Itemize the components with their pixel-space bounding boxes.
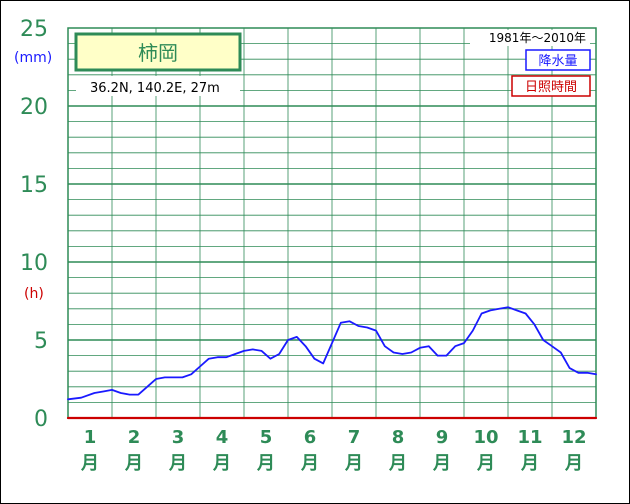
x-tick-number: 3	[172, 427, 185, 448]
station-name: 柿岡	[138, 41, 178, 65]
x-tick-number: 11	[517, 427, 542, 448]
legend-sunshine-box	[511, 75, 591, 97]
x-tick-unit: 月	[168, 453, 187, 474]
series-group	[66, 306, 598, 420]
x-tick-number: 8	[392, 427, 405, 448]
y-axis-ticks: 0 5 10 15 20 25	[20, 17, 48, 432]
x-tick-number: 2	[128, 427, 141, 448]
period-box	[470, 30, 590, 46]
x-tick-unit: 月	[212, 453, 231, 474]
y-tick-label: 0	[34, 407, 48, 432]
x-tick-unit: 月	[476, 453, 495, 474]
legend-sunshine-label: 日照時間	[525, 80, 577, 95]
x-tick-unit: 月	[432, 453, 451, 474]
sunshine-unit-label: (h)	[24, 286, 44, 302]
y-tick-label: 5	[34, 329, 48, 354]
x-tick-number: 1	[84, 427, 97, 448]
precip-unit-label: (mm)	[14, 50, 52, 66]
y-tick-label: 15	[20, 173, 48, 198]
y-tick-label: 20	[20, 95, 48, 120]
x-tick-unit: 月	[300, 453, 319, 474]
coords-box	[76, 76, 240, 96]
period-label: 1981年〜2010年	[489, 31, 586, 45]
x-tick-unit: 月	[388, 453, 407, 474]
x-tick-number: 10	[473, 427, 498, 448]
x-tick-unit: 月	[80, 453, 99, 474]
x-tick-unit: 月	[124, 453, 143, 474]
legend-precip-label: 降水量	[538, 54, 577, 69]
precip-series-line	[67, 306, 597, 401]
y-tick-label: 10	[20, 251, 48, 276]
x-axis-ticks: 1 月 2 月 3 月 4 月 5 月 6 月 7 月 8 月 9 月 10 月 11 月 12 月	[80, 427, 587, 474]
x-tick-unit: 月	[564, 453, 583, 474]
station-box	[74, 32, 242, 72]
y-tick-label: 25	[20, 17, 48, 42]
x-tick-number: 6	[304, 427, 317, 448]
x-tick-unit: 月	[520, 453, 539, 474]
x-tick-number: 4	[216, 427, 229, 448]
x-tick-number: 7	[348, 427, 361, 448]
x-tick-number: 5	[260, 427, 273, 448]
legend-precip-box	[525, 49, 591, 71]
x-tick-number: 9	[436, 427, 449, 448]
x-tick-unit: 月	[256, 453, 275, 474]
grid	[67, 27, 597, 419]
x-tick-number: 12	[561, 427, 586, 448]
station-coords: 36.2N, 140.2E, 27m	[90, 81, 220, 96]
x-tick-unit: 月	[344, 453, 363, 474]
